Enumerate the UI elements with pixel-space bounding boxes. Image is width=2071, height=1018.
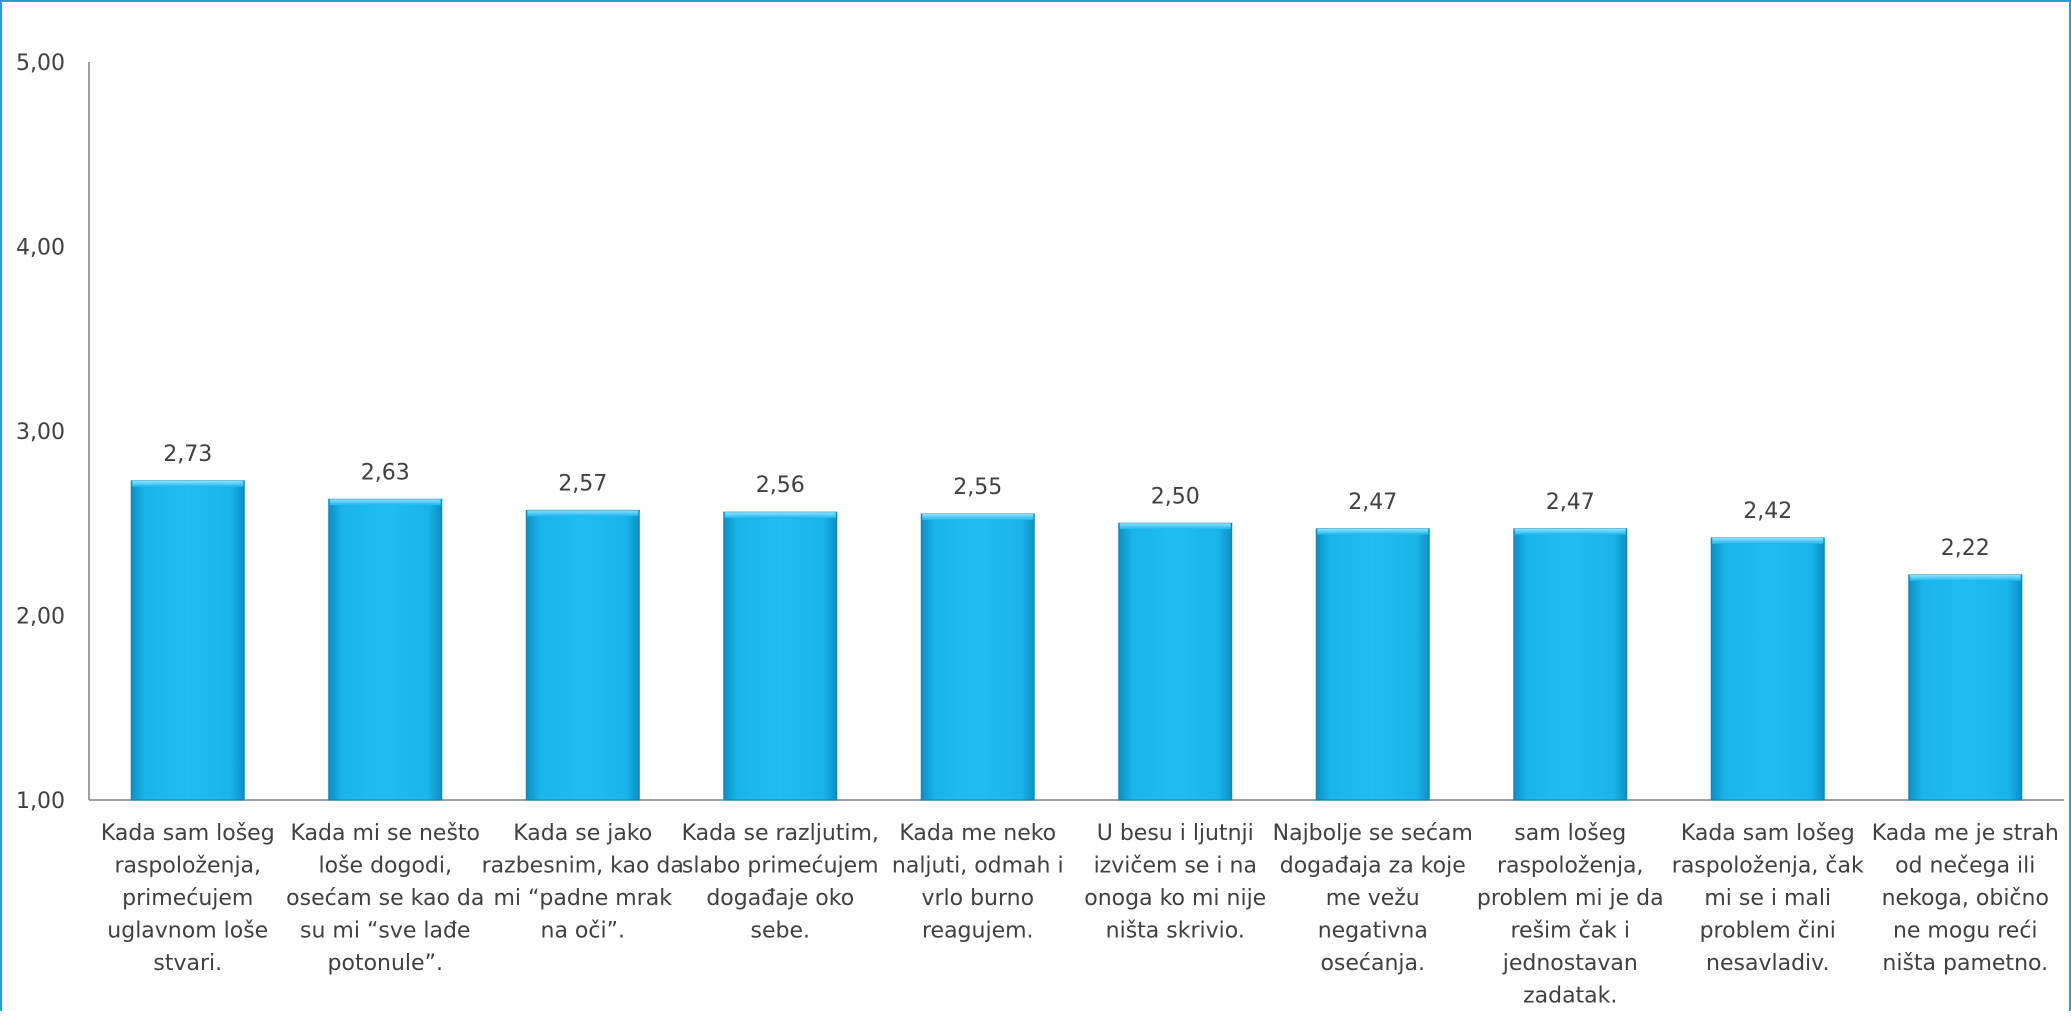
y-tick-label: 4,00 xyxy=(16,236,65,261)
data-label: 2,55 xyxy=(953,475,1002,500)
category-label-line: na oči”. xyxy=(541,919,625,944)
bar-highlight xyxy=(1712,538,1824,545)
data-label: 2,47 xyxy=(1546,490,1595,515)
bar xyxy=(723,511,838,801)
category-label-line: uglavnom loše xyxy=(107,919,268,944)
category-label-line: nekoga, obično xyxy=(1882,886,2049,911)
y-tick-label: 1,00 xyxy=(16,789,65,814)
bar-highlight xyxy=(1909,574,2021,581)
category-label: Kada me neko naljuti, odmah i vrlo burno re… xyxy=(892,821,1064,944)
bar xyxy=(1908,574,2023,801)
category-label-line: Kada sam lošeg xyxy=(1681,821,1855,846)
bars xyxy=(130,480,2023,801)
bar xyxy=(130,480,245,801)
category-label-line: raspoloženja, xyxy=(1497,854,1644,879)
category-label-line: događaje oko xyxy=(706,886,854,911)
category-label-line: naljuti, odmah i xyxy=(892,854,1064,879)
category-label-line: slabo primećujem xyxy=(682,854,879,879)
y-tick-label: 5,00 xyxy=(16,51,65,76)
category-label-line: sebe. xyxy=(751,919,811,944)
category-label-line: ne mogu reći xyxy=(1893,919,2038,944)
category-label-line: reagujem. xyxy=(922,919,1034,944)
data-label: 2,73 xyxy=(163,442,212,467)
bar xyxy=(1710,537,1825,801)
bar xyxy=(328,498,443,801)
category-label-line: loše dogodi, xyxy=(319,854,452,879)
category-label: Kada se razljutim, slabo primećujem događa… xyxy=(682,821,879,944)
category-label-line: osećam se kao da xyxy=(286,886,484,911)
bar-highlight xyxy=(724,512,836,519)
category-label-line: primećujem xyxy=(122,886,253,911)
category-label-line: potonule”. xyxy=(328,951,443,976)
category-label-line: Kada mi se nešto xyxy=(290,821,480,846)
category-label: sam lošeg raspoloženja, problem mi je da re… xyxy=(1477,821,1664,1009)
bar xyxy=(920,513,1035,801)
category-label-line: problem čini xyxy=(1700,919,1836,944)
category-label-line: stvari. xyxy=(153,951,222,976)
category-label-line: sam lošeg xyxy=(1514,821,1626,846)
labels: 2,73 Kada sam lošeg raspoloženja, primećuje… xyxy=(101,442,2059,1009)
bar-highlight xyxy=(922,514,1034,521)
category-label-line: mi “padne mrak xyxy=(493,886,672,911)
bar-highlight xyxy=(132,480,244,487)
category-label: Kada sam lošeg raspoloženja, čak mi se i m… xyxy=(1672,821,1864,976)
bar-highlight xyxy=(329,499,441,506)
data-label: 2,57 xyxy=(558,471,607,496)
category-label-line: raspoloženja, čak xyxy=(1672,854,1864,879)
bar-highlight xyxy=(527,510,639,517)
bar-highlight xyxy=(1119,523,1231,530)
category-label-line: su mi “sve lađe xyxy=(300,919,470,944)
category-label-line: osećanja. xyxy=(1320,951,1425,976)
bar xyxy=(1513,528,1628,801)
category-label-line: rešim čak i xyxy=(1510,919,1630,944)
category-label-line: raspoloženja, xyxy=(114,854,261,879)
category-label-line: Kada sam lošeg xyxy=(101,821,275,846)
data-label: 2,63 xyxy=(361,460,410,485)
bar xyxy=(1315,528,1430,801)
category-label: Kada me je strah od nečega ili nekoga, obi… xyxy=(1872,821,2059,976)
bar-highlight xyxy=(1317,528,1429,535)
category-label-line: vrlo burno xyxy=(921,886,1034,911)
y-tick-label: 3,00 xyxy=(16,420,65,445)
category-label-line: izvičem se i na xyxy=(1094,854,1257,879)
category-label-line: nesavladiv. xyxy=(1706,951,1829,976)
category-label: Najbolje se sećam događaja za koje me vežu… xyxy=(1273,821,1473,976)
category-label-line: Kada se jako xyxy=(513,821,652,846)
bar-highlight xyxy=(1514,528,1626,535)
category-label-line: zadatak. xyxy=(1523,984,1617,1009)
category-label: U besu i ljutnji izvičem se i na onoga ko … xyxy=(1084,821,1266,944)
category-label-line: Najbolje se sećam xyxy=(1273,821,1473,846)
category-label-line: problem mi je da xyxy=(1477,886,1664,911)
category-label-line: mi se i mali xyxy=(1704,886,1831,911)
category-label: Kada sam lošeg raspoloženja, primećujem ugl… xyxy=(101,821,275,976)
category-label-line: ništa skrivio. xyxy=(1106,919,1245,944)
y-tick-label: 2,00 xyxy=(16,605,65,630)
category-label-line: Kada me je strah xyxy=(1872,821,2059,846)
data-label: 2,42 xyxy=(1743,499,1792,524)
category-label-line: onoga ko mi nije xyxy=(1084,886,1266,911)
category-label-line: Kada me neko xyxy=(899,821,1056,846)
category-label-line: negativna xyxy=(1318,919,1428,944)
category-label-line: ništa pametno. xyxy=(1882,951,2048,976)
category-label-line: od nečega ili xyxy=(1895,854,2035,879)
category-label-line: razbesnim, kao da xyxy=(482,854,684,879)
category-label-line: jednostavan xyxy=(1502,951,1638,976)
category-label: Kada mi se nešto loše dogodi, osećam se ka… xyxy=(286,821,484,976)
category-label-line: me vežu xyxy=(1326,886,1420,911)
category-label: Kada se jako razbesnim, kao da mi “padne m… xyxy=(482,821,684,944)
bar xyxy=(525,509,640,801)
category-label-line: U besu i ljutnji xyxy=(1097,821,1254,846)
category-label-line: događaja za koje xyxy=(1280,854,1466,879)
category-label-line: Kada se razljutim, xyxy=(682,821,879,846)
data-label: 2,50 xyxy=(1151,484,1200,509)
bar xyxy=(1118,522,1233,801)
data-label: 2,22 xyxy=(1941,536,1990,561)
data-label: 2,47 xyxy=(1348,490,1397,515)
data-label: 2,56 xyxy=(756,473,805,498)
